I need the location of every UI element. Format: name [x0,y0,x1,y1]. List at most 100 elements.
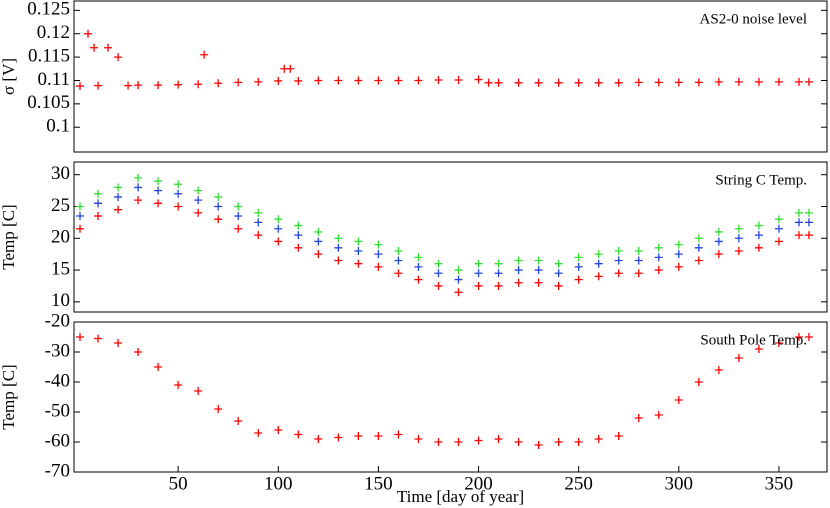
x-tick-label: 250 [564,473,593,494]
point [434,269,443,278]
y-tick-label: 0.105 [27,92,70,113]
point [794,77,803,86]
point [124,81,133,90]
x-tick-label: 150 [364,473,393,494]
point [694,378,703,386]
point [134,348,143,356]
point [154,177,163,186]
point [754,345,763,353]
point [794,208,803,217]
point [194,387,203,395]
y-tick-label: -40 [45,370,70,391]
point [104,43,113,52]
point [774,224,783,233]
point [484,78,493,87]
point [754,243,763,252]
point [414,262,423,271]
point [434,76,443,85]
point [574,275,583,284]
point [194,186,203,195]
point [474,436,483,445]
point [574,253,583,262]
point [334,243,343,252]
point [154,81,163,90]
point [394,430,403,439]
point [574,438,583,446]
y-tick-label: -60 [45,430,70,451]
point [434,281,443,290]
point [734,354,743,362]
y-tick-label: 0.125 [27,0,70,20]
point [594,272,603,281]
point [754,231,763,240]
plot-frame [73,161,828,313]
point [334,433,343,442]
point [734,234,743,243]
point [674,262,683,271]
point [454,438,463,446]
point [734,246,743,255]
point [274,426,283,434]
x-tick-label: 100 [264,473,293,494]
point [374,76,383,85]
point [794,333,803,341]
point [614,78,623,87]
point [394,246,403,255]
point [434,259,443,268]
point [774,237,783,246]
point [394,256,403,265]
point [714,227,723,236]
point [514,438,523,446]
y-tick-label: 25 [51,195,70,216]
point [734,224,743,233]
point [634,256,643,265]
point [414,76,423,85]
point [274,215,283,224]
point [374,240,383,249]
y-axis-label: Temp [C] [0,204,18,269]
y-tick-label: 0.12 [37,22,70,43]
point [634,246,643,255]
point [94,189,103,198]
point [694,234,703,243]
point [174,202,183,211]
y-tick-label: -20 [45,310,70,331]
point [534,266,543,275]
point [514,256,523,265]
point [594,435,603,443]
point [374,432,383,440]
point [76,202,85,211]
point [254,77,263,86]
point [254,429,263,437]
point [294,221,303,230]
plot-frame [73,0,828,153]
point [614,256,623,265]
point [234,202,243,211]
point [114,192,123,201]
point [594,78,603,87]
point [90,43,99,52]
point [594,250,603,259]
point [614,269,623,278]
point [174,381,183,389]
point [554,78,563,87]
point [534,441,543,449]
y-tick-label: 30 [51,163,70,184]
point [114,205,123,214]
x-tick-label: 300 [665,473,694,494]
point [134,81,143,90]
point [200,50,209,59]
point [654,266,663,275]
point [274,224,283,233]
point [194,196,203,205]
point [134,196,143,205]
point [174,80,183,89]
y-axis-label: σ [V] [0,58,18,95]
point [374,262,383,271]
x-tick-label: 50 [169,473,188,494]
point [274,237,283,246]
point [754,221,763,230]
point [474,269,483,278]
point [634,269,643,278]
